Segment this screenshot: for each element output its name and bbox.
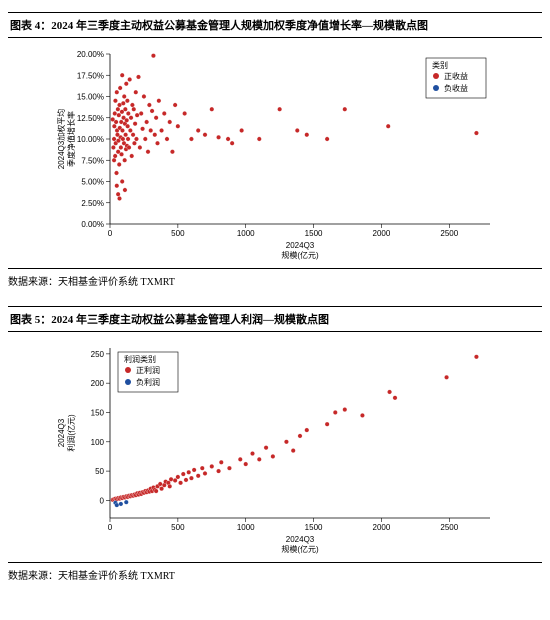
svg-text:利润(亿元): 利润(亿元) — [66, 414, 76, 452]
svg-text:250: 250 — [91, 350, 105, 359]
svg-text:2500: 2500 — [440, 523, 458, 532]
svg-text:1000: 1000 — [237, 229, 255, 238]
svg-text:0: 0 — [108, 229, 113, 238]
svg-text:5.00%: 5.00% — [81, 178, 104, 187]
figure4-source: 数据来源：天相基金评价系统 TXMRT — [8, 268, 542, 288]
svg-text:50: 50 — [95, 467, 104, 476]
svg-text:2000: 2000 — [373, 229, 391, 238]
svg-text:规模(亿元): 规模(亿元) — [281, 544, 319, 554]
svg-text:规模(亿元): 规模(亿元) — [281, 250, 319, 260]
svg-text:正收益: 正收益 — [444, 71, 468, 81]
svg-text:150: 150 — [91, 408, 105, 417]
figure4-scatter: 0 500 1000 1500 2000 2500 0.00% 2.50% 5.00% 7.50%… — [50, 44, 500, 264]
svg-text:17.50%: 17.50% — [77, 71, 104, 80]
svg-text:7.50%: 7.50% — [81, 156, 104, 165]
figure4-chart-container: 0 500 1000 1500 2000 2500 0.00% 2.50% 5.00% 7.50%… — [8, 44, 542, 264]
svg-text:利润类别: 利润类别 — [124, 354, 156, 364]
svg-text:1000: 1000 — [237, 523, 255, 532]
svg-text:类别: 类别 — [432, 60, 448, 70]
svg-text:1500: 1500 — [305, 523, 323, 532]
svg-text:100: 100 — [91, 438, 105, 447]
svg-text:0.00%: 0.00% — [81, 220, 104, 229]
svg-text:2000: 2000 — [373, 523, 391, 532]
svg-text:200: 200 — [91, 379, 105, 388]
svg-text:500: 500 — [171, 229, 185, 238]
svg-text:12.50%: 12.50% — [77, 114, 104, 123]
svg-text:2500: 2500 — [440, 229, 458, 238]
figure5-scatter: 0 500 1000 1500 2000 2500 0 50 100 150 200 250 2024Q… — [50, 338, 500, 558]
svg-text:1500: 1500 — [305, 229, 323, 238]
svg-text:2024Q3加权平均: 2024Q3加权平均 — [56, 109, 66, 169]
svg-text:10.00%: 10.00% — [77, 135, 104, 144]
svg-text:正利润: 正利润 — [136, 365, 160, 375]
svg-text:15.00%: 15.00% — [77, 93, 104, 102]
figure5-title: 图表 5：2024 年三季度主动权益公募基金管理人利润—规模散点图 — [8, 306, 542, 332]
svg-text:季度净值增长率: 季度净值增长率 — [66, 111, 76, 167]
svg-text:2.50%: 2.50% — [81, 199, 104, 208]
svg-text:20.00%: 20.00% — [77, 50, 104, 59]
figure5-source: 数据来源：天相基金评价系统 TXMRT — [8, 562, 542, 582]
svg-text:2024Q3: 2024Q3 — [286, 535, 315, 544]
svg-text:2024Q3: 2024Q3 — [57, 418, 66, 447]
svg-text:0: 0 — [108, 523, 113, 532]
svg-text:负收益: 负收益 — [444, 83, 468, 93]
svg-text:2024Q3: 2024Q3 — [286, 241, 315, 250]
svg-text:负利润: 负利润 — [136, 377, 160, 387]
figure5-chart-container: 0 500 1000 1500 2000 2500 0 50 100 150 200 250 2024Q… — [8, 338, 542, 558]
svg-text:500: 500 — [171, 523, 185, 532]
svg-text:0: 0 — [100, 496, 105, 505]
figure4-title: 图表 4：2024 年三季度主动权益公募基金管理人规模加权季度净值增长率—规模散… — [8, 12, 542, 38]
